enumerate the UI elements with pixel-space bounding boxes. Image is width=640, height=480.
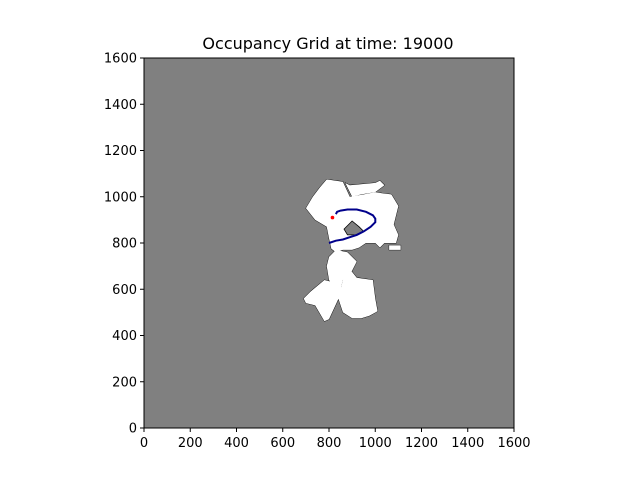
x-tick-label: 800: [317, 436, 342, 451]
free-region-fill-3: [338, 266, 378, 319]
x-tick-label: 1000: [359, 436, 392, 451]
plot-area: [143, 57, 515, 429]
free-region-fill-1: [305, 179, 399, 253]
x-tick-label: 1600: [497, 436, 530, 451]
chart-title: Occupancy Grid at time: 19000: [202, 34, 453, 53]
y-tick-label: 0: [129, 422, 137, 437]
x-tick-label: 1200: [405, 436, 438, 451]
x-tick-label: 1400: [451, 436, 484, 451]
y-tick-label: 200: [112, 375, 137, 390]
y-tick-label: 800: [112, 237, 137, 252]
free-region-fill-4: [303, 280, 343, 322]
y-tick-label: 1600: [104, 52, 137, 67]
x-tick-label: 600: [270, 436, 295, 451]
y-axis: 0 200 400 600 800 1000 1200 1400 1600: [104, 52, 144, 437]
x-axis: 0 200 400 600 800 1000 1200 1400 1600: [140, 428, 531, 451]
x-tick-label: 200: [178, 436, 203, 451]
free-region-fill-5: [345, 180, 385, 197]
y-tick-label: 1200: [104, 144, 137, 159]
robot-trajectory: [328, 208, 377, 244]
robot-position-marker: [330, 215, 335, 220]
y-tick-label: 1400: [104, 98, 137, 113]
free-region-fill-6: [389, 245, 401, 250]
x-tick-label: 400: [224, 436, 249, 451]
free-space-layer: [303, 178, 402, 322]
y-tick-label: 1000: [104, 190, 137, 205]
y-tick-label: 600: [112, 283, 137, 298]
x-tick-label: 0: [140, 436, 148, 451]
y-tick-label: 400: [112, 329, 137, 344]
